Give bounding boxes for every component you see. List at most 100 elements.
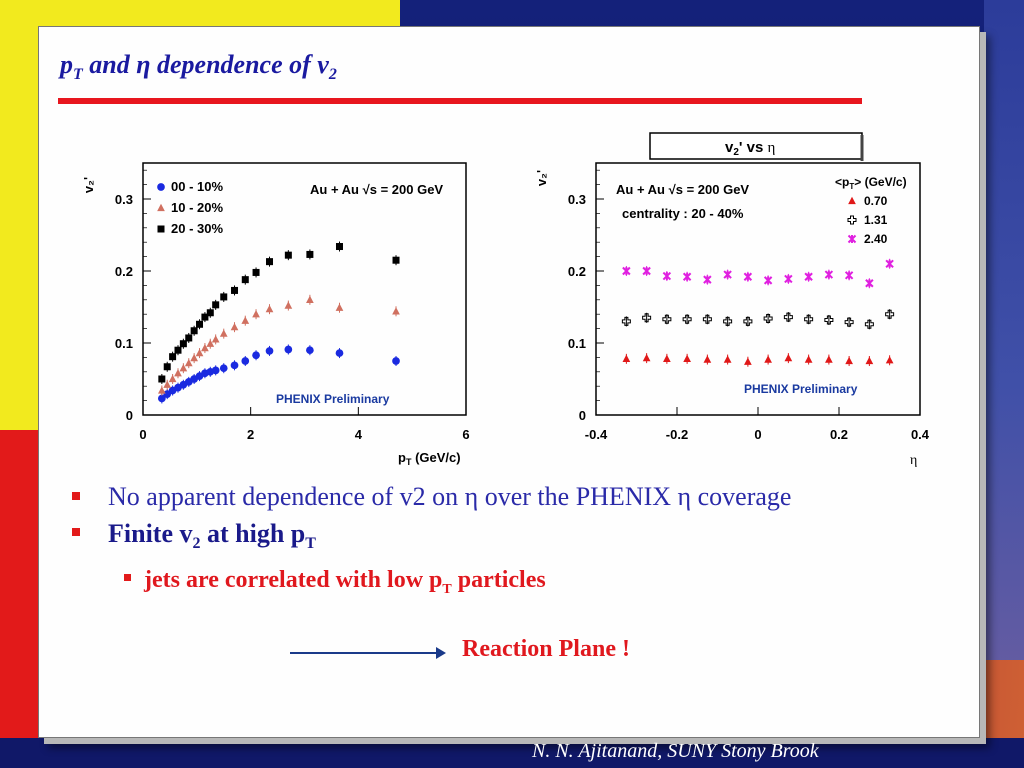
x-tick-label: 0.4 bbox=[911, 427, 930, 442]
legend-marker bbox=[848, 196, 856, 205]
data-point bbox=[184, 358, 193, 367]
bullet-text-finite-v2: Finite v2 at high pT bbox=[108, 519, 316, 553]
data-point bbox=[642, 353, 651, 362]
legend-label: 10 - 20% bbox=[171, 200, 223, 215]
data-point bbox=[163, 363, 171, 371]
data-point bbox=[642, 313, 652, 323]
data-point bbox=[179, 340, 187, 348]
right-xlabel: η bbox=[910, 453, 917, 468]
reaction-plane-text: Reaction Plane ! bbox=[462, 636, 630, 662]
data-point bbox=[306, 295, 314, 303]
data-point bbox=[392, 307, 400, 315]
data-point bbox=[763, 314, 773, 324]
data-point bbox=[169, 353, 177, 361]
data-point bbox=[703, 275, 712, 284]
right-annotation-centrality: centrality : 20 - 40% bbox=[622, 206, 744, 221]
bullet-item: Finite v2 at high pT bbox=[72, 518, 932, 560]
data-point bbox=[335, 349, 344, 357]
footer-author: N. N. Ajitanand, SUNY Stony Brook bbox=[532, 740, 819, 762]
data-point bbox=[190, 353, 198, 362]
data-point bbox=[206, 339, 215, 347]
legend-label: 20 - 30% bbox=[171, 221, 223, 236]
data-point bbox=[174, 346, 182, 354]
left-ylabel: v₂' bbox=[81, 177, 96, 193]
legend-label: 2.40 bbox=[864, 232, 888, 246]
legend-marker bbox=[157, 225, 165, 233]
data-point bbox=[179, 364, 188, 372]
sub-bullet-item: jets are correlated with low pT particle… bbox=[72, 566, 932, 604]
right-annotation: Au + Au √s = 200 GeV bbox=[616, 182, 749, 197]
right-ylabel: v₂' bbox=[534, 170, 549, 186]
legend-marker bbox=[847, 234, 857, 244]
x-tick-label: 6 bbox=[462, 427, 469, 442]
arrow-right-icon bbox=[436, 647, 446, 659]
x-tick-label: 0 bbox=[139, 427, 146, 442]
x-tick-label: 0.2 bbox=[830, 427, 848, 442]
data-point bbox=[885, 356, 894, 364]
left-xlabel: pT (GeV/c) bbox=[398, 450, 461, 467]
data-point bbox=[663, 354, 671, 362]
x-tick-label: -0.4 bbox=[585, 427, 608, 442]
legend-marker bbox=[847, 215, 857, 225]
data-point bbox=[744, 357, 752, 365]
legend-label: 1.31 bbox=[864, 213, 888, 227]
data-point bbox=[252, 310, 260, 318]
data-point bbox=[231, 286, 239, 294]
arrow-line bbox=[290, 652, 438, 654]
x-tick-label: -0.2 bbox=[666, 427, 688, 442]
legend-label: 0.70 bbox=[864, 194, 888, 208]
data-point bbox=[206, 309, 214, 317]
data-point bbox=[190, 327, 198, 335]
right-watermark: PHENIX Preliminary bbox=[744, 382, 858, 396]
left-plot-frame bbox=[142, 162, 467, 416]
y-tick-label: 0.3 bbox=[115, 192, 133, 207]
y-tick-label: 0 bbox=[126, 408, 133, 423]
data-point bbox=[723, 270, 732, 279]
data-point bbox=[865, 356, 874, 365]
data-point bbox=[265, 304, 274, 313]
data-point bbox=[642, 266, 651, 276]
y-tick-label: 0.3 bbox=[568, 192, 586, 207]
x-tick-label: 4 bbox=[355, 427, 363, 442]
data-point bbox=[743, 316, 753, 326]
data-point bbox=[682, 314, 692, 324]
sub-bullet-square-icon bbox=[124, 574, 131, 582]
data-point bbox=[702, 314, 712, 324]
data-point bbox=[865, 279, 874, 288]
legend-label: 00 - 10% bbox=[171, 179, 223, 194]
right-plot-title: v2' vs η bbox=[725, 139, 776, 158]
data-point bbox=[201, 343, 209, 352]
data-point bbox=[825, 355, 833, 363]
bullet-square-icon bbox=[72, 528, 80, 536]
right-plot-title-box bbox=[649, 132, 863, 160]
data-point bbox=[335, 303, 344, 311]
data-point bbox=[306, 346, 314, 355]
data-point bbox=[783, 312, 793, 322]
bullet-item: No apparent dependence of v2 on η over t… bbox=[72, 482, 932, 512]
slide-title: pT and η dependence of v2 bbox=[60, 50, 337, 84]
data-point bbox=[885, 309, 895, 319]
legend-marker bbox=[157, 183, 165, 191]
bullet-square-icon bbox=[72, 492, 80, 500]
data-point bbox=[683, 354, 691, 362]
data-point bbox=[844, 271, 854, 280]
data-point bbox=[201, 313, 209, 321]
data-point bbox=[845, 356, 853, 365]
data-point bbox=[743, 272, 753, 281]
y-tick-label: 0.2 bbox=[568, 264, 586, 279]
y-tick-label: 0 bbox=[579, 408, 586, 423]
data-point bbox=[844, 317, 854, 327]
data-point bbox=[723, 316, 733, 326]
data-point bbox=[195, 348, 204, 357]
bullet-text-no-dependence: No apparent dependence of v2 on η over t… bbox=[108, 482, 792, 511]
left-annotation: Au + Au √s = 200 GeV bbox=[310, 182, 443, 197]
title-underline bbox=[58, 98, 862, 104]
right-legend-title: <pT> (GeV/c) bbox=[835, 175, 907, 191]
data-point bbox=[804, 272, 813, 281]
data-point bbox=[211, 335, 220, 343]
data-point bbox=[157, 394, 166, 403]
data-point bbox=[284, 345, 293, 354]
data-point bbox=[196, 320, 204, 328]
data-point bbox=[158, 375, 166, 383]
data-point bbox=[241, 357, 250, 365]
